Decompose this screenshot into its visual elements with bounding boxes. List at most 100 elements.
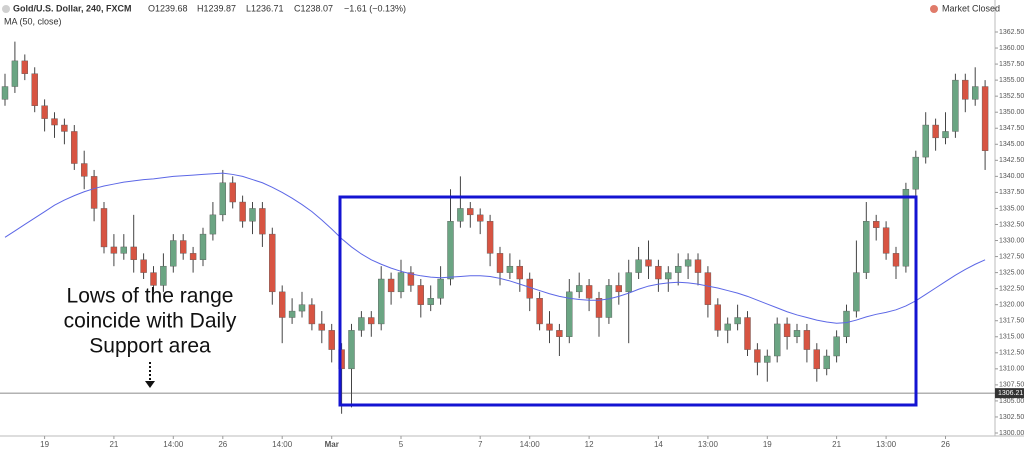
candle-body <box>744 317 751 350</box>
y-tick-label: 1345.00 <box>999 141 1024 148</box>
candle-body <box>981 86 989 151</box>
candle-body <box>1 86 9 100</box>
candle-body <box>209 214 217 235</box>
candle-body <box>219 182 227 216</box>
annotation: Lows of the range <box>67 285 234 308</box>
market-status: Market Closed <box>942 3 1000 13</box>
candle-body <box>566 291 573 337</box>
candle-body <box>130 246 137 260</box>
candle-body <box>774 323 781 357</box>
y-tick-label: 1310.00 <box>999 366 1024 373</box>
x-tick-label: Mar <box>325 440 339 449</box>
y-tick-label: 1300.00 <box>999 430 1024 437</box>
candle-body <box>170 240 177 267</box>
candle-body <box>714 304 721 331</box>
candle-body <box>605 285 613 318</box>
candle-body <box>11 60 19 87</box>
y-tick-label: 1327.50 <box>999 253 1024 260</box>
ohlc: O1239.68 <box>148 3 188 13</box>
candle-body <box>397 272 405 293</box>
candle-body <box>882 227 890 254</box>
candle-body <box>437 278 444 299</box>
candle-body <box>635 259 642 273</box>
candle-body <box>813 349 820 370</box>
y-tick-label: 1357.50 <box>999 61 1024 68</box>
candle-body <box>80 163 88 177</box>
candle-body <box>348 330 355 370</box>
ma-line <box>4 172 986 324</box>
candle-body <box>684 259 692 267</box>
candle-body <box>526 278 533 299</box>
x-tick-label: 14:00 <box>163 440 184 449</box>
y-tick-label: 1332.50 <box>999 221 1024 228</box>
candle-body <box>189 253 197 260</box>
y-tick-label: 1355.00 <box>999 77 1024 84</box>
candle-body <box>318 323 325 331</box>
candle-body <box>279 291 286 318</box>
y-tick-label: 1322.50 <box>999 285 1024 292</box>
candle-body <box>21 60 28 74</box>
x-tick-label: 13:00 <box>876 440 897 449</box>
candle-body <box>249 208 256 222</box>
x-tick-label: 21 <box>109 440 118 449</box>
x-tick-label: 26 <box>941 440 950 449</box>
candle-body <box>100 208 108 248</box>
candle-body <box>922 124 929 158</box>
candle-body <box>150 272 157 286</box>
y-tick-label: 1317.50 <box>999 318 1024 325</box>
candle-body <box>754 349 761 363</box>
y-tick-label: 1352.50 <box>999 93 1024 100</box>
x-tick-label: 19 <box>763 440 772 449</box>
y-tick-label: 1342.50 <box>999 157 1024 164</box>
candle-body <box>31 73 38 106</box>
candle-body <box>942 131 949 139</box>
candle-body <box>486 221 494 254</box>
x-tick-label: 26 <box>218 440 227 449</box>
candle-body <box>764 355 771 363</box>
candle-body <box>803 330 811 350</box>
candle-body <box>427 298 434 305</box>
candle-body <box>496 253 504 273</box>
candle-body <box>902 188 910 267</box>
candle-body <box>972 86 979 100</box>
candle-body <box>467 208 474 216</box>
x-tick-label: 12 <box>585 440 594 449</box>
last-price-label: 1306.21 <box>998 390 1023 397</box>
candle-body <box>477 214 484 222</box>
candle-body <box>724 323 731 331</box>
candle-body <box>952 79 959 132</box>
candle-body <box>734 317 741 325</box>
candle-body <box>90 176 98 209</box>
y-tick-label: 1362.50 <box>999 29 1024 36</box>
symbol-icon <box>2 5 10 13</box>
x-tick-label: 21 <box>832 440 841 449</box>
candle-body <box>407 272 415 286</box>
candle-body <box>51 118 58 126</box>
candle-body <box>61 124 68 132</box>
candle-body <box>328 330 335 350</box>
x-tick-label: 14 <box>654 440 663 449</box>
candle-body <box>160 265 167 286</box>
x-tick-label: 14:00 <box>272 440 293 449</box>
candle-body <box>853 272 860 312</box>
candle-body <box>694 259 702 273</box>
y-tick-label: 1335.00 <box>999 205 1024 212</box>
x-tick-label: 14:00 <box>520 440 541 449</box>
x-tick-label: 19 <box>40 440 49 449</box>
candle-body <box>546 323 553 331</box>
candle-body <box>892 253 900 267</box>
y-tick-label: 1312.50 <box>999 350 1024 357</box>
candle-body <box>665 272 672 280</box>
y-tick-label: 1347.50 <box>999 125 1024 132</box>
candle-body <box>288 310 296 318</box>
last-price-box <box>995 388 1024 399</box>
candle-body <box>229 182 236 203</box>
plot <box>0 41 995 414</box>
candle-body <box>655 265 662 280</box>
candle-body <box>179 240 187 254</box>
candle-body <box>239 201 246 222</box>
ma-legend: MA (50, close) <box>4 16 62 26</box>
candle-body <box>417 285 424 305</box>
